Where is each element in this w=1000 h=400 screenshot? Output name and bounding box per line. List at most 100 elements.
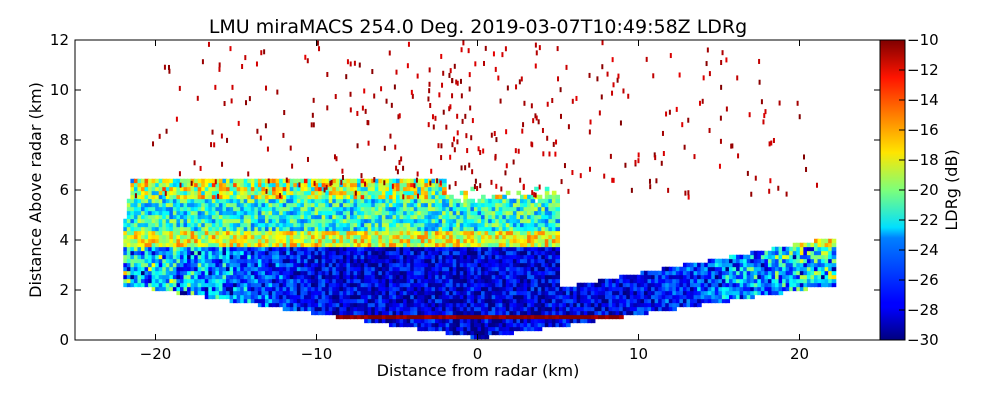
ldr-pixel [470, 246, 476, 252]
ldr-pixel [141, 194, 146, 200]
ldr-pixel [541, 282, 546, 288]
ldr-pixel [799, 286, 805, 292]
ldr-pixel [417, 198, 422, 204]
ldr-pixel [144, 254, 150, 260]
ldr-pixel [463, 222, 468, 228]
ldr-pixel [335, 198, 341, 204]
ldr-pixel [484, 254, 490, 260]
ldr-pixel [424, 234, 429, 240]
ldr-pixel [491, 194, 497, 200]
ldr-pixel [328, 310, 334, 316]
ldr-pixel [233, 246, 238, 252]
ldr-pixel [349, 310, 355, 316]
ldr-pixel [512, 322, 518, 328]
ldr-pixel [473, 218, 479, 224]
ldr-pixel [590, 290, 596, 296]
ldr-pixel [548, 262, 553, 268]
ldr-pixel [367, 242, 373, 248]
ldr-pixel [218, 290, 224, 296]
ldr-pixel [148, 226, 153, 232]
ldr-pixel [169, 262, 174, 268]
ldr-pixel [169, 238, 174, 244]
ldr-pixel [233, 190, 238, 196]
ldr-pixel [544, 190, 550, 196]
ldr-pixel [381, 238, 387, 244]
ldr-pixel [512, 234, 518, 240]
ldr-pixel [296, 234, 302, 240]
ldr-pixel [236, 226, 242, 232]
ldr-pixel [201, 270, 206, 276]
ldr-pixel [420, 234, 426, 240]
noise-speckle [196, 95, 199, 101]
ldr-pixel [700, 282, 706, 288]
ldr-pixel [470, 278, 476, 284]
ldr-pixel [679, 282, 684, 288]
ldr-pixel [438, 230, 444, 236]
ldr-pixel [392, 214, 398, 220]
ldr-pixel [463, 198, 468, 204]
ldr-pixel [325, 206, 330, 212]
ldr-pixel [261, 198, 267, 204]
ldr-pixel [445, 302, 451, 308]
ldr-pixel [226, 222, 231, 228]
ldr-pixel [714, 298, 720, 304]
ldr-pixel [151, 286, 157, 292]
ldr-pixel [371, 262, 376, 268]
ldr-pixel [431, 294, 437, 300]
ldr-pixel [314, 194, 320, 200]
ldr-pixel [325, 214, 330, 220]
ldr-pixel [562, 318, 568, 324]
ldr-pixel [194, 266, 199, 272]
ldr-pixel [194, 202, 199, 208]
ldr-pixel [349, 250, 355, 256]
ldr-pixel [148, 202, 153, 208]
ldr-pixel [311, 198, 316, 204]
ldr-pixel [427, 198, 433, 204]
ldr-pixel [392, 262, 398, 268]
ldr-pixel [226, 218, 231, 224]
ldr-pixel [410, 274, 415, 280]
ldr-pixel [204, 206, 210, 212]
ldr-pixel [813, 282, 819, 288]
ldr-pixel [576, 282, 582, 288]
ldr-pixel [445, 210, 451, 216]
ldr-pixel [392, 246, 398, 252]
ldr-pixel [481, 214, 486, 220]
ldr-pixel [162, 238, 167, 244]
ldr-pixel [789, 250, 794, 256]
ldr-pixel [229, 230, 235, 236]
ldr-pixel [226, 230, 231, 236]
ldr-pixel [371, 246, 376, 252]
ldr-pixel [353, 262, 359, 268]
ldr-pixel [806, 266, 812, 272]
ldr-pixel [201, 238, 206, 244]
ldr-pixel [201, 222, 206, 228]
ldr-pixel [775, 254, 780, 260]
ldr-pixel [767, 266, 773, 272]
ldr-pixel [452, 274, 458, 280]
ldr-pixel [130, 194, 135, 200]
ldr-pixel [208, 254, 213, 260]
ldr-pixel [828, 246, 833, 252]
ldr-pixel [261, 222, 267, 228]
ldr-pixel [495, 194, 500, 200]
ldr-pixel [187, 250, 192, 256]
ldr-pixel [576, 294, 582, 300]
ldr-pixel [782, 250, 787, 256]
ldr-pixel [473, 334, 479, 340]
ldr-pixel [473, 238, 479, 244]
ldr-pixel [385, 298, 391, 304]
ldr-pixel [449, 262, 454, 268]
ldr-pixel [580, 290, 585, 296]
ldr-pixel [353, 274, 359, 280]
ldr-pixel [516, 234, 522, 240]
ldr-pixel [392, 206, 398, 212]
ldr-pixel [133, 210, 139, 216]
ldr-pixel [452, 270, 458, 276]
ldr-pixel [211, 254, 217, 260]
ldr-pixel [718, 278, 723, 284]
ldr-pixel [208, 258, 213, 264]
ldr-pixel [527, 246, 532, 252]
ldr-pixel [403, 294, 408, 300]
ldr-pixel [268, 182, 274, 188]
